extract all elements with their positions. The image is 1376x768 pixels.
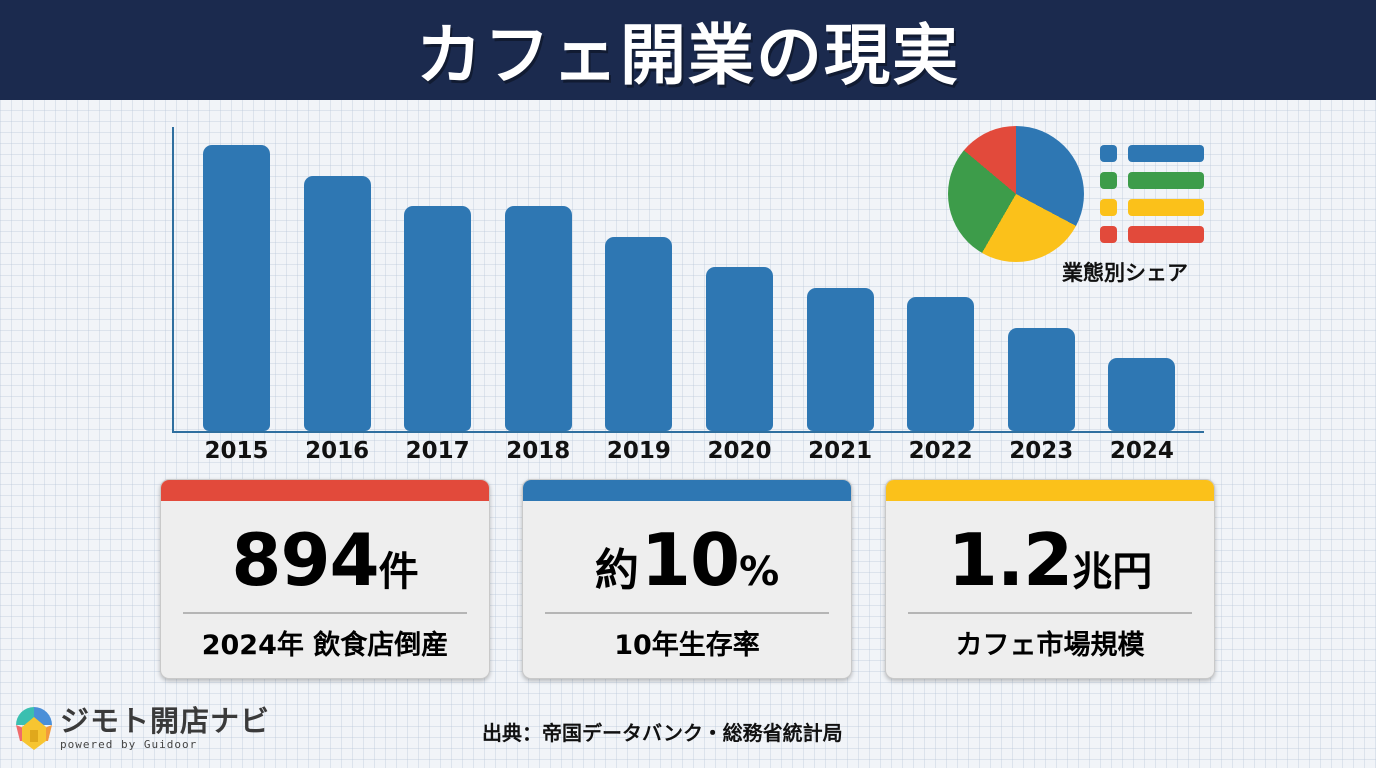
- legend-label-placeholder: [1128, 226, 1204, 243]
- bar-2017: [404, 206, 472, 431]
- bar-2021: [806, 288, 874, 431]
- bar-2019: [605, 237, 673, 431]
- legend-swatch: [1100, 226, 1117, 243]
- card-divider: [183, 612, 467, 614]
- x-tick-label: 2022: [908, 438, 973, 464]
- legend-label-placeholder: [1128, 172, 1204, 189]
- pie-chart: [948, 126, 1084, 262]
- legend-entry: [1100, 199, 1204, 216]
- stat-value: 894 件: [161, 518, 489, 602]
- stat-label: カフェ市場規模: [955, 630, 1145, 661]
- logo-tagline: powered by Guidoor: [60, 738, 198, 751]
- legend-entry: [1100, 226, 1204, 243]
- y-axis: [172, 127, 174, 433]
- stat-prefix: 約: [594, 545, 639, 596]
- x-tick-label: 2016: [305, 438, 370, 464]
- stat-value: 1.2 兆円: [886, 518, 1214, 602]
- title-banner: カフェ開業の現実: [0, 0, 1376, 100]
- stat-number: 894: [231, 518, 379, 602]
- card-divider: [908, 612, 1192, 614]
- bar-2020: [706, 267, 773, 431]
- x-tick-label: 2021: [808, 438, 873, 464]
- brand-logo: ジモト開店ナビ powered by Guidoor: [14, 705, 270, 751]
- bar-2016: [303, 176, 371, 431]
- legend-entry: [1100, 172, 1204, 189]
- x-tick-label: 2019: [606, 438, 671, 464]
- pie-graphic: [948, 126, 1084, 262]
- card-divider: [545, 612, 829, 614]
- logo-name: ジモト開店ナビ: [60, 704, 271, 738]
- legend-label-placeholder: [1128, 199, 1204, 216]
- stat-unit: 兆円: [1072, 549, 1153, 595]
- pie-legend: [1100, 145, 1204, 253]
- stat-number: 1.2: [947, 518, 1074, 602]
- stat-card-survival-rate: 約 10 % 10年生存率: [522, 479, 852, 679]
- stat-value: 約 10 %: [523, 518, 851, 602]
- stat-number: 10: [640, 518, 740, 602]
- bar-chart: 2015 2016 2017 2018 2019 2020 2021 2022 2023 2024…: [0, 100, 1376, 470]
- bar-2022: [907, 297, 975, 431]
- legend-entry: [1100, 145, 1204, 162]
- stat-card-bankruptcies: 894 件 2024年 飲食店倒産: [160, 479, 490, 679]
- legend-swatch: [1100, 199, 1117, 216]
- bar-2015: [203, 145, 270, 431]
- stat-label: 10年生存率: [614, 630, 760, 661]
- legend-label-placeholder: [1128, 145, 1204, 162]
- bar-2024: [1108, 358, 1176, 431]
- x-tick-label: 2023: [1009, 438, 1074, 464]
- x-tick-label: 2020: [707, 438, 772, 464]
- bar-2023: [1007, 328, 1075, 431]
- card-accent-bar: [161, 480, 489, 501]
- stat-unit: %: [739, 549, 780, 595]
- x-tick-label: 2018: [506, 438, 571, 464]
- pie-caption: 業態別シェア: [1062, 261, 1188, 285]
- page-title: カフェ開業の現実: [416, 17, 960, 94]
- bar-2018: [504, 206, 572, 431]
- stat-label: 2024年 飲食店倒産: [201, 630, 449, 661]
- stat-unit: 件: [378, 549, 419, 595]
- card-accent-bar: [886, 480, 1214, 501]
- x-tick-label: 2015: [204, 438, 269, 464]
- x-tick-label: 2017: [405, 438, 470, 464]
- source-citation: 出典：帝国データバンク・総務省統計局: [482, 721, 843, 745]
- stat-card-market-size: 1.2 兆円 カフェ市場規模: [885, 479, 1215, 679]
- card-accent-bar: [523, 480, 851, 501]
- x-axis: [172, 431, 1204, 433]
- legend-swatch: [1100, 145, 1117, 162]
- legend-swatch: [1100, 172, 1117, 189]
- logo-house-pin-icon: [14, 705, 54, 751]
- x-tick-label: 2024: [1109, 438, 1174, 464]
